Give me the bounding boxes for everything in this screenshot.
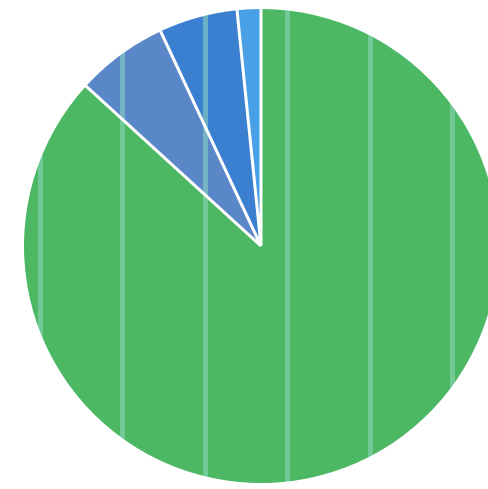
slice-borders-layer — [85, 9, 263, 248]
decorative-stripe-6 — [450, 9, 455, 483]
slice-border-4 — [235, 10, 263, 247]
slice-border-2 — [85, 85, 263, 248]
stripes-layer — [38, 9, 455, 483]
pie-slice-3 — [160, 10, 261, 246]
decorative-stripe-1 — [38, 9, 43, 483]
pie-slice-2 — [86, 31, 262, 246]
decorative-stripe-5 — [368, 9, 373, 483]
slices-layer — [24, 9, 488, 483]
decorative-stripe-3 — [203, 9, 208, 483]
slice-border-3 — [159, 30, 263, 247]
decorative-stripe-2 — [120, 9, 125, 483]
decorative-stripe-4 — [285, 9, 290, 483]
